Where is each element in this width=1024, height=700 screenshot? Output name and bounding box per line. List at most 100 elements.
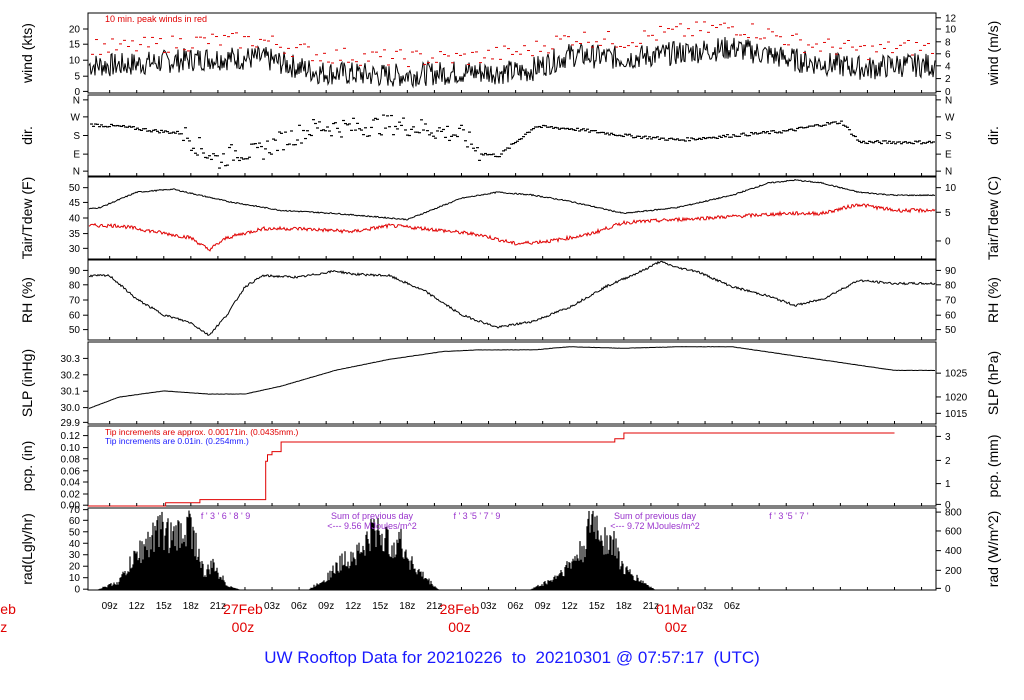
x-tick-label: 18z [183,601,199,612]
y-tick-label-left: 80 [69,280,81,291]
y-tick-label-left: 15 [69,40,81,51]
y-tick-label-left: 10 [69,56,81,67]
x-tick-label: 03z [697,601,713,612]
y-tick-label-left: 0.08 [61,454,81,465]
x-tick-label: 06z [724,601,740,612]
peak-wind-annotation: 10 min. peak winds in red [105,14,207,24]
y-tick-label-right: N [945,167,952,178]
y-axis-label-left: pcp. (in) [19,441,35,492]
y-tick-label-left: 30.2 [61,370,81,381]
x-tick-label: 21z [426,601,442,612]
x-tick-label: 09z [535,601,551,612]
y-tick-label-right: 12 [945,13,957,24]
y-tick-label-right: 400 [945,546,962,557]
y-axis-label-left: RH (%) [19,277,35,323]
y-tick-label-left: 10 [69,573,81,584]
y-tick-label-right: 4 [945,61,951,72]
y-tick-label-right: 1015 [945,409,968,420]
daily-sum-title-1: Sum of previous day [614,511,697,521]
y-tick-label-left: 45 [69,198,81,209]
y-tick-label-right: 3 [945,432,951,443]
y-tick-label-right: 800 [945,508,962,519]
y-tick-label-right: 90 [945,266,957,277]
y-tick-label-right: N [945,95,952,106]
y-tick-label-left: 50 [69,325,81,336]
footer-at: @ [615,648,634,667]
y-tick-label-left: E [73,150,80,161]
y-tick-label-left: 60 [69,516,81,527]
footer-prefix: UW Rooftop Data for [264,648,423,667]
daily-sum-value-0: <--- 9.56 MJoules/m^2 [327,521,417,531]
y-tick-label-left: 0.00 [61,501,81,512]
panel-rad: rad(Lgly/hr) rad (W/m^2)70605040302010080… [19,505,1001,596]
y-tick-label-right: 80 [945,280,957,291]
y-tick-label-right: W [945,112,955,123]
series-tair [88,179,936,221]
panel-slp: SLP (inHg) SLP (hPa) 30.3 30.2 30.1 30.0 29.9 1… [19,341,1001,429]
y-tick-label-right: 1 [945,479,951,490]
panel-pcp: pcp. (in) pcp. (mm)0.120.100.080.060.040.… [19,425,1001,512]
panel-frame [87,94,937,177]
x-tick-label: 21z [210,601,226,612]
y-tick-label-left: 70 [69,505,81,516]
y-tick-label-left: 5 [74,72,80,83]
y-tick-label-left: 30 [69,550,81,561]
y-tick-label-left: 0.02 [61,490,81,501]
day-label-hour: 00z [0,619,7,635]
y-axis-label-right: wind (m/s) [985,21,1001,87]
y-axis-label-right: RH (%) [985,277,1001,323]
y-tick-label-left: 40 [69,539,81,550]
y-tick-label-right: 70 [945,296,957,307]
pcp-legend-0: Tip increments are approx. 0.00171in. (0… [105,427,299,437]
y-tick-label-left: 0.04 [61,478,81,489]
y-tick-label-left: 40 [69,214,81,225]
y-axis-label-left: rad(Lgly/hr) [19,513,35,585]
y-axis-label-right: SLP (hPa) [985,351,1001,415]
x-tick-label: 15z [372,601,388,612]
y-tick-label-right: 2 [945,74,951,85]
panel-frame [87,425,937,507]
y-tick-label-left: 0.06 [61,466,81,477]
x-tick-label: 18z [616,601,632,612]
series-wind [88,36,936,89]
y-tick-label-right: 0 [945,584,951,595]
day-label-date: 28Feb [440,601,480,617]
series-rh [88,260,936,337]
day-label-date: 26Feb [0,601,16,617]
y-tick-label-right: 50 [945,325,957,336]
x-tick-label: 15z [156,601,172,612]
y-tick-label-left: 0.12 [61,431,81,442]
y-tick-label-left: 20 [69,25,81,36]
series-slp [88,346,935,409]
panel-frame [87,176,937,260]
footer-timezone: (UTC) [713,648,760,667]
x-tick-label: 21z [643,601,659,612]
y-tick-label-left: 30.1 [61,387,81,398]
footer-end-date: 20210301 [535,648,612,667]
y-axis-label-left: Tair/Tdew (F) [19,177,35,259]
hour-marks-0: f ' 3 ' 6 ' 8 ' 9 [201,511,250,521]
panel-rh: RH (%) RH (%) 90 80 70 60 50 90 80 70 60 50 [19,259,1001,341]
y-tick-label-left: 60 [69,311,81,322]
y-tick-label-right: 2 [945,456,951,467]
y-tick-label-right: 60 [945,311,957,322]
x-tick-label: 06z [508,601,524,612]
y-tick-label-right: 0 [945,236,951,247]
x-tick-label: 12z [129,601,145,612]
y-tick-label-right: 1025 [945,369,968,380]
y-axis-label-left: SLP (inHg) [19,349,35,417]
y-tick-label-left: 20 [69,562,81,573]
y-tick-label-left: 35 [69,229,81,240]
daily-sum-title-0: Sum of previous day [331,511,414,521]
y-tick-label-left: 90 [69,266,81,277]
pcp-legend-1: Tip increments are 0.01in. (0.254mm.) [105,436,249,446]
x-tick-label: 12z [345,601,361,612]
y-tick-label-right: 0 [945,500,951,511]
y-tick-label-right: 0 [945,87,951,98]
y-axis-label-left: wind (kts) [19,23,35,84]
panel-frame [87,341,937,425]
y-tick-label-right: 200 [945,566,962,577]
y-tick-label-left: 50 [69,183,81,194]
x-tick-label: 09z [318,601,334,612]
